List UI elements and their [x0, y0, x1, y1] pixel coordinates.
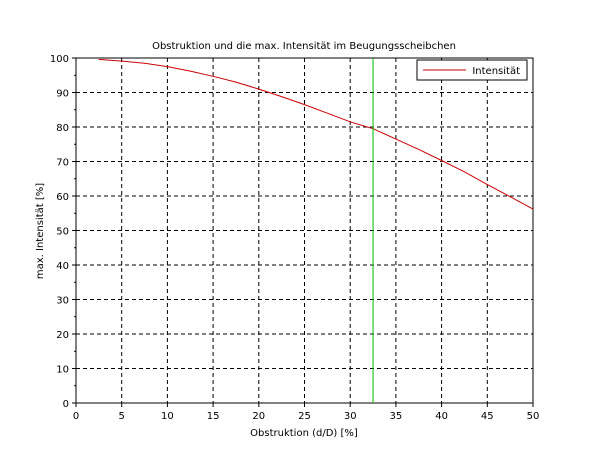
y-tick-label-10: 10	[56, 365, 69, 376]
y-tick-label-90: 90	[56, 89, 69, 100]
y-tick-label-0: 0	[63, 399, 69, 410]
x-axis-label: Obstruktion (d/D) [%]	[250, 428, 358, 439]
y-tick-label-60: 60	[56, 192, 69, 203]
y-tick-label-100: 100	[50, 54, 69, 65]
x-tick-label-45: 45	[481, 411, 494, 422]
x-tick-label-35: 35	[390, 411, 403, 422]
chart-title: Obstruktion und die max. Intensität im B…	[152, 41, 456, 52]
legend-box	[416, 59, 528, 81]
x-tick-label-50: 50	[527, 411, 540, 422]
y-axis-label: max. Intensität [%]	[35, 183, 46, 279]
x-tick-label-40: 40	[435, 411, 448, 422]
x-tick-label-25: 25	[298, 411, 311, 422]
legend-label-intensitaet: Intensität	[472, 66, 520, 77]
x-tick-label-30: 30	[344, 411, 357, 422]
y-tick-labels: 0 10 20 30 40 50 60 70 80 90 100	[50, 54, 69, 410]
x-tick-labels: 0 5 10 15 20 25 30 35 40 45 50	[73, 411, 540, 422]
plot-frame	[72, 57, 534, 407]
x-tick-label-15: 15	[207, 411, 220, 422]
series-line-0	[98, 58, 534, 210]
y-tick-label-20: 20	[56, 330, 69, 341]
x-tick-label-10: 10	[161, 411, 174, 422]
y-tick-label-50: 50	[56, 227, 69, 238]
x-tick-label-0: 0	[73, 411, 79, 422]
series-group	[98, 58, 534, 210]
y-tick-label-40: 40	[56, 261, 69, 272]
x-tick-label-20: 20	[252, 411, 265, 422]
y-tick-label-30: 30	[56, 296, 69, 307]
legend: Intensität	[416, 59, 528, 81]
y-tick-label-80: 80	[56, 123, 69, 134]
y-tick-label-70: 70	[56, 158, 69, 169]
grid	[76, 58, 533, 403]
x-tick-label-5: 5	[119, 411, 125, 422]
